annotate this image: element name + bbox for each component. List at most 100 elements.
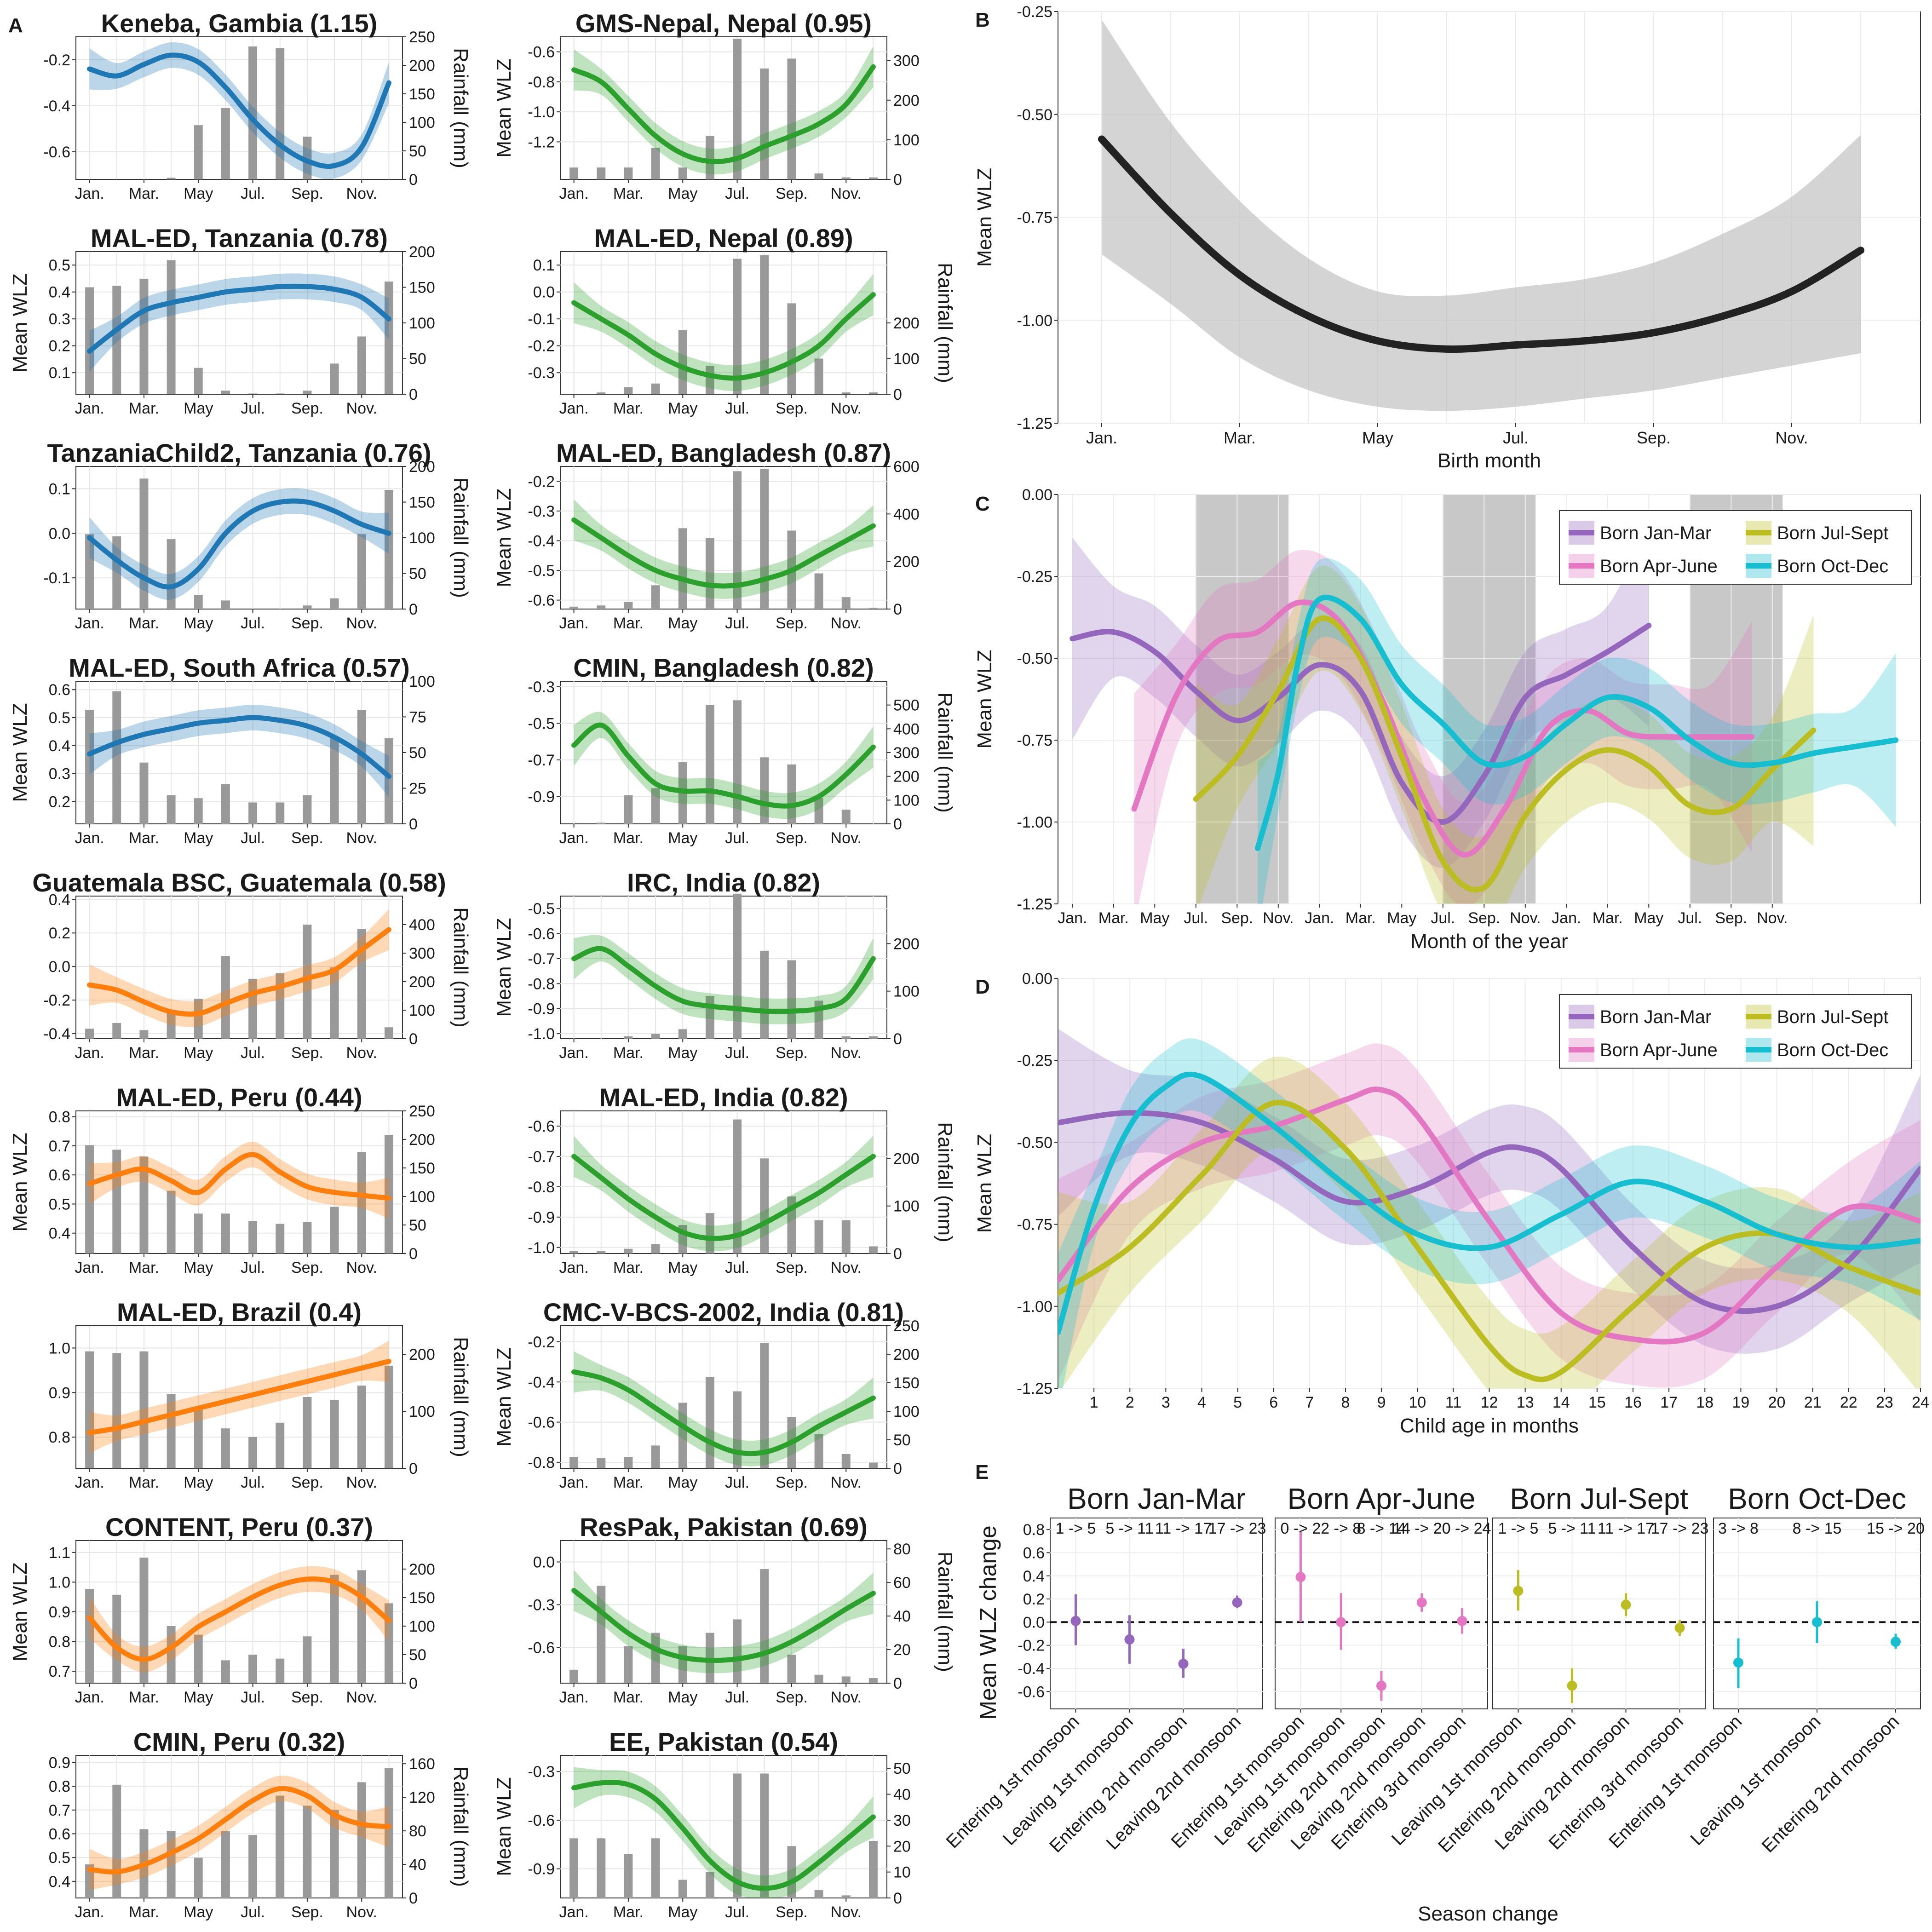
wlz-line <box>571 1154 876 1241</box>
rain-bar <box>624 167 633 179</box>
y-tick-label: -0.6 <box>528 592 555 610</box>
x-tick-label: Mar. <box>1346 909 1376 927</box>
rain-bar <box>624 602 633 609</box>
rain-tick-label: 100 <box>409 1188 435 1206</box>
rain-bar <box>384 1603 393 1683</box>
estimate-point <box>1621 1599 1631 1610</box>
x-tick-label: Sep. <box>776 829 808 847</box>
x-tick-label: Nov. <box>831 185 862 202</box>
y-axis-label: Mean WLZ <box>493 58 515 157</box>
y-tick-label: 0.0 <box>49 958 70 976</box>
y-tick-label: -0.9 <box>528 788 555 805</box>
y-tick-label: -0.4 <box>528 532 555 550</box>
x-tick-label: Sep. <box>776 400 808 417</box>
x-tick-label: Jan. <box>75 185 104 202</box>
rain-bar <box>276 393 285 394</box>
x-tick-label: Jul. <box>241 400 265 417</box>
age-interval-label: 5 -> 11 <box>1105 1520 1153 1537</box>
rain-bar <box>597 822 606 824</box>
rain-bar <box>221 1660 230 1683</box>
series-line <box>1255 594 1899 851</box>
facet-frame <box>1050 1518 1263 1709</box>
wlz-line <box>87 1576 391 1662</box>
small-multiple-11: -0.3 -0.2 -0.1 0.0 0.1 0 100 200 Jan. Mar. May Jul.… <box>528 224 956 417</box>
y-tick-label: 0.6 <box>1023 1544 1045 1562</box>
series-group <box>1058 1029 1920 1388</box>
series-band <box>1134 550 1752 904</box>
y-tick-label: 1.0 <box>49 1340 70 1357</box>
rain-bar <box>733 1119 742 1254</box>
panel-label-b: B <box>975 9 990 31</box>
x-tick-label: Jan. <box>559 1044 588 1062</box>
rain-bar <box>814 358 823 394</box>
rain-bar <box>194 1634 203 1683</box>
rain-bar <box>868 1036 878 1039</box>
rain-bar <box>733 1619 742 1683</box>
rain-axis-label: Rainfall (mm) <box>449 477 472 598</box>
x-axis-label: Month of the year <box>1410 930 1568 953</box>
x-tick-label: May <box>184 615 213 632</box>
x-tick-label: 12 <box>1481 1394 1498 1411</box>
x-tick-label: Nov. <box>831 1259 862 1276</box>
x-tick-label: 16 <box>1624 1394 1642 1411</box>
y-tick-label: 0.4 <box>49 1225 70 1242</box>
x-tick-label: Mar. <box>129 400 159 417</box>
y-tick-label: 1.1 <box>49 1544 70 1562</box>
y-tick-label: -0.7 <box>528 752 555 769</box>
rain-tick-label: 0 <box>893 601 902 618</box>
rain-tick-label: 100 <box>409 529 435 547</box>
y-tick-label: 0.5 <box>49 709 70 727</box>
y-tick-label: 0.6 <box>49 1167 70 1184</box>
small-multiple-16: -0.8 -0.6 -0.4 -0.2 0 50 100 150 200 250 Jan. Mar. M… <box>493 1298 920 1491</box>
rain-tick-label: 0 <box>893 1675 902 1692</box>
rain-tick-label: 0 <box>409 816 418 833</box>
rain-bar <box>868 1678 878 1683</box>
plot-frame <box>560 681 887 824</box>
rain-tick-label: 50 <box>409 143 426 160</box>
rain-tick-label: 50 <box>893 1760 911 1777</box>
rain-bar <box>733 1773 742 1898</box>
rain-bar <box>221 956 230 1039</box>
rain-bar <box>85 1145 94 1254</box>
rain-bar <box>678 1029 687 1039</box>
confidence-band <box>574 712 874 819</box>
rain-bar <box>139 1156 149 1254</box>
y-tick-label: -0.25 <box>1017 568 1053 586</box>
rain-tick-label: 100 <box>409 673 435 690</box>
small-multiple-title: IRC, India (0.82) <box>627 868 820 897</box>
rain-bar <box>139 1558 149 1683</box>
x-tick-label: Mar. <box>613 185 644 202</box>
y-tick-label: -0.8 <box>528 1454 555 1472</box>
small-multiple-title: CONTENT, Peru (0.37) <box>105 1512 373 1541</box>
rain-bar <box>221 1428 230 1468</box>
rain-bar <box>705 136 714 179</box>
small-multiple-title: GMS-Nepal, Nepal (0.95) <box>575 9 872 38</box>
x-tick-label: Sep. <box>776 1903 808 1921</box>
rain-bar <box>651 788 660 824</box>
y-tick-label: 0.8 <box>1023 1521 1045 1539</box>
x-tick-label: Jan. <box>559 400 588 417</box>
rain-bar <box>85 1864 94 1898</box>
rain-tick-label: 150 <box>409 494 435 512</box>
y-tick-label: -1.00 <box>1017 1298 1053 1316</box>
rain-bar <box>248 1655 258 1683</box>
x-tick-label: May <box>668 1044 697 1062</box>
rain-tick-label: 40 <box>893 1608 911 1625</box>
x-tick-label: 15 <box>1588 1394 1606 1411</box>
y-tick-label: -1.25 <box>1017 1380 1053 1397</box>
legend-label: Born Apr-June <box>1600 1040 1718 1060</box>
y-tick-label: -0.25 <box>1017 1052 1053 1070</box>
x-tick-label: Sep. <box>776 1259 808 1276</box>
x-tick-label: Jan. <box>559 1689 588 1706</box>
x-tick-label: Nov. <box>831 1903 862 1921</box>
rain-bar <box>303 1806 312 1898</box>
rain-tick-label: 0 <box>409 1245 418 1263</box>
small-multiple-17: -0.6 -0.3 0.0 0 20 40 60 80 Jan. Mar. May Jul. Sep. N… <box>528 1512 956 1706</box>
x-axis-label: Birth month <box>1438 449 1541 472</box>
y-tick-label: 0.7 <box>49 1802 70 1819</box>
rain-bar <box>221 108 230 179</box>
rain-tick-label: 0 <box>893 386 902 403</box>
wlz-line <box>571 1369 876 1456</box>
y-tick-label: 0.00 <box>1022 486 1052 504</box>
